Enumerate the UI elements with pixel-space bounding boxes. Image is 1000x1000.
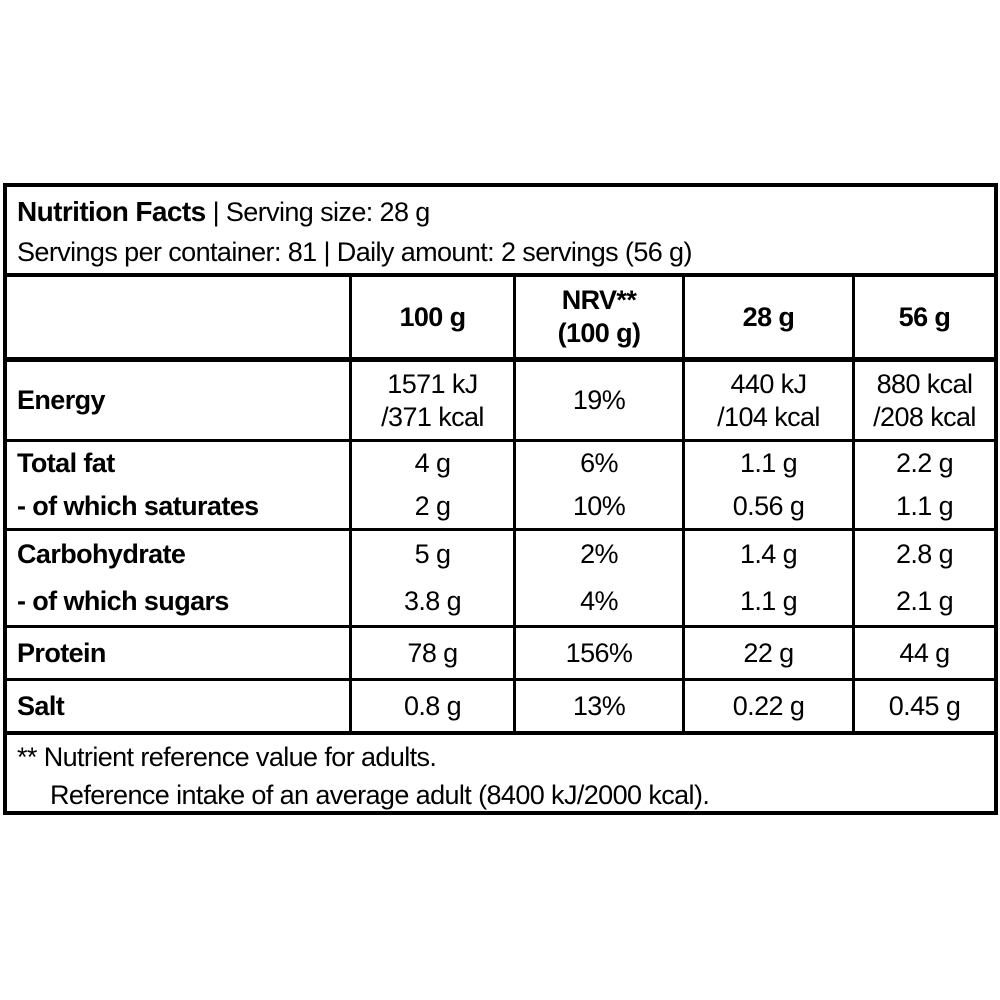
nutrition-facts-title: Nutrition Facts — [17, 196, 206, 227]
cell-sugars-nrv: 4% — [513, 578, 682, 625]
row-protein: Protein 78 g 156% 22 g 44 g — [7, 625, 994, 678]
cell-sugars-per28g: 1.1 g — [682, 578, 852, 625]
cell-protein-per28g: 22 g — [682, 628, 852, 678]
cell-salt-nrv: 13% — [513, 681, 682, 731]
cell-salt-per100g: 0.8 g — [349, 681, 513, 731]
cell-energy-nrv: 19% — [513, 362, 682, 439]
column-header-100g: 100 g — [349, 277, 513, 357]
column-header-empty — [7, 277, 349, 357]
footnote-line-2: Reference intake of an average adult (84… — [50, 780, 710, 810]
row-energy: Energy 1571 kJ /371 kcal 19% 440 kJ /104… — [7, 362, 994, 439]
title-line-1: Nutrition Facts | Serving size: 28 g — [17, 192, 986, 232]
cell-carbohydrate-per100g: 5 g — [349, 531, 513, 578]
cell-energy-per100g: 1571 kJ /371 kcal — [349, 362, 513, 439]
row-salt: Salt 0.8 g 13% 0.22 g 0.45 g — [7, 678, 994, 731]
cell-carbohydrate-nrv: 2% — [513, 531, 682, 578]
row-group-fat: Total fat 4 g 6% 1.1 g 2.2 g - of which … — [7, 439, 994, 528]
cell-sugars-per56g: 2.1 g — [852, 578, 994, 625]
cell-saturates-per28g: 0.56 g — [682, 485, 852, 528]
cell-carbohydrate-per56g: 2.8 g — [852, 531, 994, 578]
cell-total-fat-nrv: 6% — [513, 442, 682, 485]
nutrition-facts-table: Nutrition Facts | Serving size: 28 g Serv… — [3, 183, 998, 815]
row-label-sugars: - of which sugars — [17, 586, 229, 616]
cell-energy-per56g: 880 kcal /208 kcal — [852, 362, 994, 439]
cell-salt-per56g: 0.45 g — [852, 681, 994, 731]
row-label-total-fat: Total fat — [17, 448, 115, 478]
cell-total-fat-per100g: 4 g — [349, 442, 513, 485]
serving-size-text: | Serving size: 28 g — [212, 197, 431, 227]
column-header-28g: 28 g — [682, 277, 852, 357]
cell-saturates-per56g: 1.1 g — [852, 485, 994, 528]
row-label-saturates: - of which saturates — [17, 491, 259, 521]
cell-sugars-per100g: 3.8 g — [349, 578, 513, 625]
row-label-energy: Energy — [17, 385, 106, 415]
cell-saturates-nrv: 10% — [513, 485, 682, 528]
cell-protein-nrv: 156% — [513, 628, 682, 678]
title-block: Nutrition Facts | Serving size: 28 g Serv… — [7, 187, 994, 277]
column-header-row: 100 g NRV** (100 g) 28 g 56 g — [7, 277, 994, 362]
title-line-2: Servings per container: 81 | Daily amoun… — [17, 237, 692, 267]
footnote-block: ** Nutrient reference value for adults. … — [7, 731, 994, 811]
cell-energy-per28g: 440 kJ /104 kcal — [682, 362, 852, 439]
cell-total-fat-per56g: 2.2 g — [852, 442, 994, 485]
column-header-nrv: NRV** (100 g) — [513, 277, 682, 357]
column-header-56g: 56 g — [852, 277, 994, 357]
cell-total-fat-per28g: 1.1 g — [682, 442, 852, 485]
row-label-carbohydrate: Carbohydrate — [17, 539, 186, 569]
cell-protein-per100g: 78 g — [349, 628, 513, 678]
row-group-carbohydrate: Carbohydrate 5 g 2% 1.4 g 2.8 g - of whi… — [7, 528, 994, 625]
footnote-line-1: ** Nutrient reference value for adults. — [17, 742, 437, 772]
cell-protein-per56g: 44 g — [852, 628, 994, 678]
row-label-protein: Protein — [17, 637, 106, 668]
row-label-salt: Salt — [17, 690, 65, 721]
cell-salt-per28g: 0.22 g — [682, 681, 852, 731]
cell-carbohydrate-per28g: 1.4 g — [682, 531, 852, 578]
cell-saturates-per100g: 2 g — [349, 485, 513, 528]
